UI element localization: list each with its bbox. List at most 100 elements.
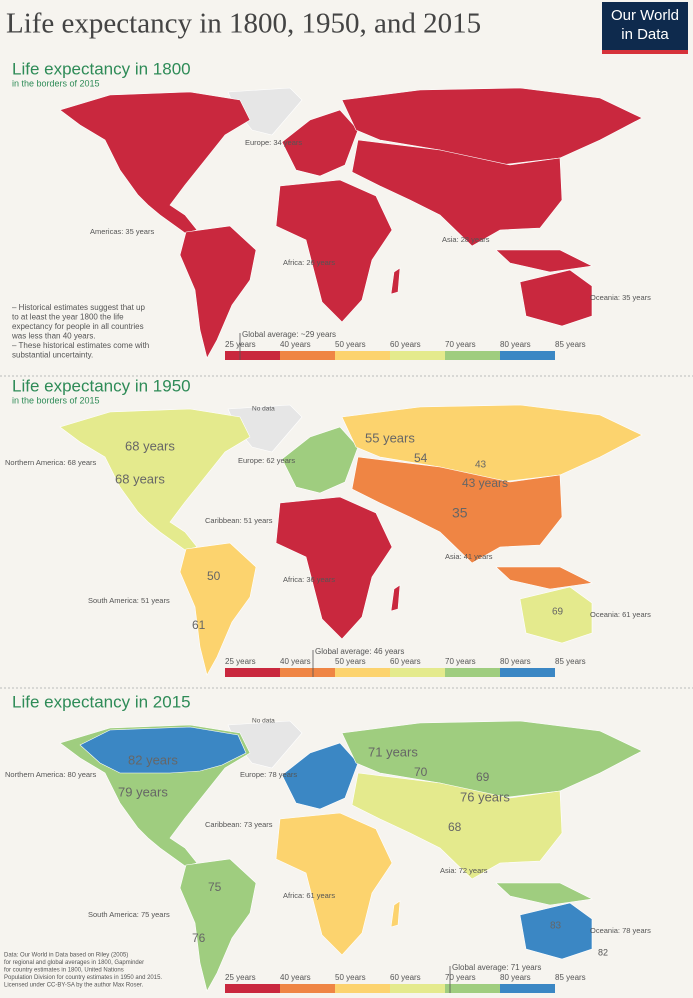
legend-label: 70 years <box>445 340 476 349</box>
legend-swatch <box>335 351 390 360</box>
legend-swatch <box>225 668 280 677</box>
map-label: 69 <box>552 607 564 618</box>
source-line: Data: Our World in Data based on Riley (… <box>4 953 128 959</box>
legend-label: 40 years <box>280 973 311 982</box>
global-average: Global average: 71 years <box>452 963 541 972</box>
legend-swatch <box>390 984 445 993</box>
map-label: 70 <box>414 765 428 779</box>
region-sa <box>179 542 257 676</box>
legend-swatch <box>390 668 445 677</box>
global-average: Global average: 46 years <box>315 647 404 656</box>
note-line: was less than 40 years. <box>11 332 96 341</box>
map-label: Africa: 61 years <box>283 891 335 900</box>
region-aus <box>519 269 593 327</box>
legend-swatch <box>335 668 390 677</box>
map-label: Asia: 72 years <box>440 866 488 875</box>
map-label: 76 <box>192 931 206 945</box>
legend-swatch <box>335 984 390 993</box>
map-panel: Life expectancy in 2015 No data Northern A… <box>4 692 651 993</box>
map-label: Americas: 35 years <box>90 227 154 236</box>
note-line: to at least the year 1800 the life <box>12 313 124 322</box>
legend-label: 60 years <box>390 340 421 349</box>
map-label: South America: 75 years <box>88 910 170 919</box>
map-label: Northern America: 80 years <box>5 770 97 779</box>
legend-swatch <box>500 984 555 993</box>
map-label: 50 <box>207 569 221 583</box>
legend-label: 60 years <box>390 973 421 982</box>
legend-label: 70 years <box>445 973 476 982</box>
map-label: Europe: 62 years <box>238 456 295 465</box>
panel-subtitle: in the borders of 2015 <box>12 395 100 405</box>
source-line: Population Division for country estimate… <box>4 975 162 981</box>
source-line: for regional and global averages in 1800… <box>4 960 144 966</box>
legend-label: 25 years <box>225 657 256 666</box>
region-mad <box>390 267 401 295</box>
map-label: No data <box>252 406 275 413</box>
region-sea <box>495 882 593 906</box>
map-label: Caribbean: 51 years <box>205 516 273 525</box>
legend-swatch <box>445 351 500 360</box>
map-label: No data <box>252 718 275 725</box>
legend-label: 50 years <box>335 657 366 666</box>
global-average: Global average: ~29 years <box>242 330 336 339</box>
map-label: Asia: 28 years <box>442 235 490 244</box>
legend-label: 85 years <box>555 973 586 982</box>
map-label: 55 years <box>365 430 415 445</box>
map-label: Northern America: 68 years <box>5 458 97 467</box>
legend-swatch <box>445 668 500 677</box>
legend-label: 85 years <box>555 340 586 349</box>
legend: 25 years 40 years 50 years 60 years 70 years… <box>225 330 586 360</box>
map-label: 68 years <box>125 438 175 453</box>
region-af <box>275 496 393 640</box>
region-af <box>275 179 393 323</box>
map-label: 43 <box>475 460 487 471</box>
region-sa <box>179 858 257 992</box>
legend: 25 years 40 years 50 years 60 years 70 years… <box>225 647 586 677</box>
note-line: – Historical estimates suggest that up <box>12 303 146 312</box>
legend-swatch <box>280 984 335 993</box>
map-label: Africa: 36 years <box>283 575 335 584</box>
map-label: 61 <box>192 618 206 632</box>
legend-swatch <box>225 351 280 360</box>
logo-bar <box>602 50 688 54</box>
legend-swatch <box>280 668 335 677</box>
logo-box <box>602 2 688 52</box>
source-line: Licensed under CC-BY-SA by the author Ma… <box>4 983 144 989</box>
map-label: Caribbean: 73 years <box>205 820 273 829</box>
panel-title: Life expectancy in 1950 <box>12 376 191 395</box>
logo: Our World in Data <box>602 2 688 54</box>
map-label: 54 <box>414 451 428 465</box>
map-label: Europe: 78 years <box>240 770 297 779</box>
legend-label: 80 years <box>500 973 531 982</box>
panel-title: Life expectancy in 1800 <box>12 59 191 78</box>
legend-swatch <box>500 351 555 360</box>
world-map <box>59 87 643 359</box>
map-label: 76 years <box>460 789 510 804</box>
note-line: substantial uncertainty. <box>12 351 93 360</box>
legend-label: 85 years <box>555 657 586 666</box>
map-label: Oceania: 35 years <box>590 293 651 302</box>
legend-swatch <box>225 984 280 993</box>
page-title: Life expectancy in 1800, 1950, and 2015 <box>6 8 481 40</box>
legend-label: 50 years <box>335 973 366 982</box>
map-label: 75 <box>208 880 222 894</box>
map-label: 83 <box>550 921 562 932</box>
region-sea <box>495 566 593 590</box>
legend-swatch <box>390 351 445 360</box>
panel-title: Life expectancy in 2015 <box>12 692 191 711</box>
region-af <box>275 812 393 956</box>
region-na <box>59 91 251 234</box>
legend-label: 40 years <box>280 340 311 349</box>
map-label: 82 <box>598 947 608 957</box>
map-label: 68 <box>448 820 462 834</box>
map-label: Oceania: 78 years <box>590 926 651 935</box>
legend-label: 60 years <box>390 657 421 666</box>
logo-text: Our World <box>611 7 679 24</box>
map-label: Europe: 34 years <box>245 138 302 147</box>
region-mad <box>390 584 401 612</box>
map-label: 82 years <box>128 752 178 767</box>
map-label: South America: 51 years <box>88 596 170 605</box>
legend-label: 70 years <box>445 657 476 666</box>
